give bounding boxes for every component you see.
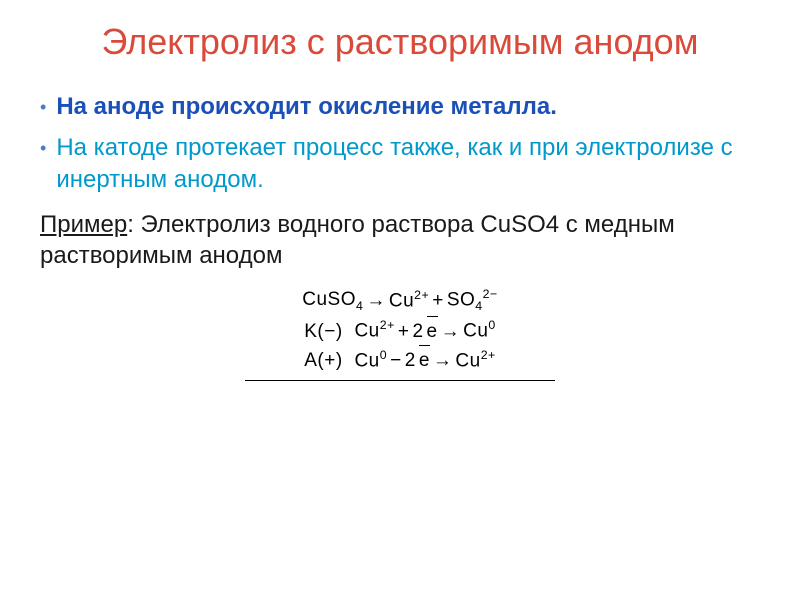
bullet-list: • На аноде происходит окисление металла.… (40, 91, 760, 195)
equation-1: CuSO4 → Cu2+ + SO42− (40, 285, 760, 316)
equations-block: CuSO4 → Cu2+ + SO42− K(−) Cu2+ + 2e → Cu… (40, 285, 760, 381)
bullet-item-1: • На аноде происходит окисление металла. (40, 91, 760, 122)
bullet-text-1: На аноде происходит окисление металла. (56, 91, 557, 122)
eq2-coef: 2 (412, 317, 423, 346)
plus-icon: + (398, 317, 410, 346)
slide-title: Электролиз с растворимым анодом (40, 20, 760, 63)
bullet-marker: • (40, 136, 46, 160)
eq1-lhs: CuSO4 (302, 285, 363, 316)
eq1-rhs2: SO42− (447, 285, 498, 316)
eq3-prod: Cu2+ (455, 346, 495, 376)
bullet-item-2: • На катоде протекает процесс также, как… (40, 132, 760, 194)
eq2-sp1: Cu2+ (354, 316, 394, 346)
example-text: : Электролиз водного раствора CuSO4 с ме… (40, 211, 675, 269)
eq3-sp1: Cu0 (354, 346, 387, 376)
plus-icon: + (432, 286, 444, 315)
equation-divider (245, 380, 555, 381)
bullet-text-2: На катоде протекает процесс также, как и… (56, 132, 760, 194)
example-line: Пример: Электролиз водного раствора CuSO… (40, 209, 760, 271)
arrow-icon: → (366, 286, 386, 315)
bullet-marker: • (40, 95, 46, 119)
eq2-prod: Cu0 (463, 316, 496, 346)
equation-2: K(−) Cu2+ + 2e → Cu0 (40, 316, 760, 346)
eq1-rhs1: Cu2+ (389, 286, 429, 316)
equation-3: A(+) Cu0 − 2e → Cu2+ (40, 346, 760, 376)
minus-icon: − (390, 346, 402, 375)
arrow-icon: → (433, 346, 453, 375)
eq3-prefix: A(+) (304, 346, 342, 375)
eq2-prefix: K(−) (304, 317, 342, 346)
arrow-icon: → (441, 317, 461, 346)
example-label: Пример (40, 211, 127, 238)
electron-icon: e (419, 346, 430, 375)
eq3-coef: 2 (405, 346, 416, 375)
electron-icon: e (427, 317, 438, 346)
